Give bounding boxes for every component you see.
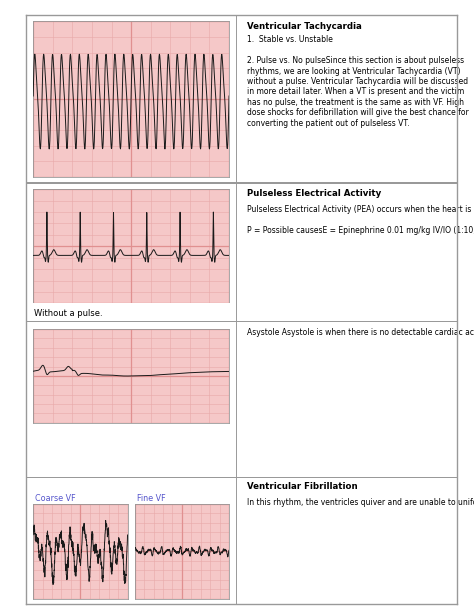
Text: 1.  Stable vs. Unstable

2. Pulse vs. No pulseSince this section is about pulsel: 1. Stable vs. Unstable 2. Pulse vs. No p… <box>247 36 469 128</box>
Text: Asystole Asystole is when there is no detectable cardiac activity on EKG. It may: Asystole Asystole is when there is no de… <box>247 327 474 337</box>
Text: Ventricular Fibrillation: Ventricular Fibrillation <box>247 482 358 492</box>
Text: Pulseless Electrical Activity: Pulseless Electrical Activity <box>247 189 382 197</box>
Text: Coarse VF: Coarse VF <box>35 493 76 503</box>
Text: In this rhythm, the ventricles quiver and are unable to uniformly contract to pu: In this rhythm, the ventricles quiver an… <box>247 498 474 506</box>
Text: Without a pulse.: Without a pulse. <box>35 309 103 318</box>
Text: Fine VF: Fine VF <box>137 493 165 503</box>
Text: Pulseless Electrical Activity (PEA) occurs when the heart is beating and has a r: Pulseless Electrical Activity (PEA) occu… <box>247 205 474 235</box>
Text: Ventricular Tachycardia: Ventricular Tachycardia <box>247 22 362 31</box>
